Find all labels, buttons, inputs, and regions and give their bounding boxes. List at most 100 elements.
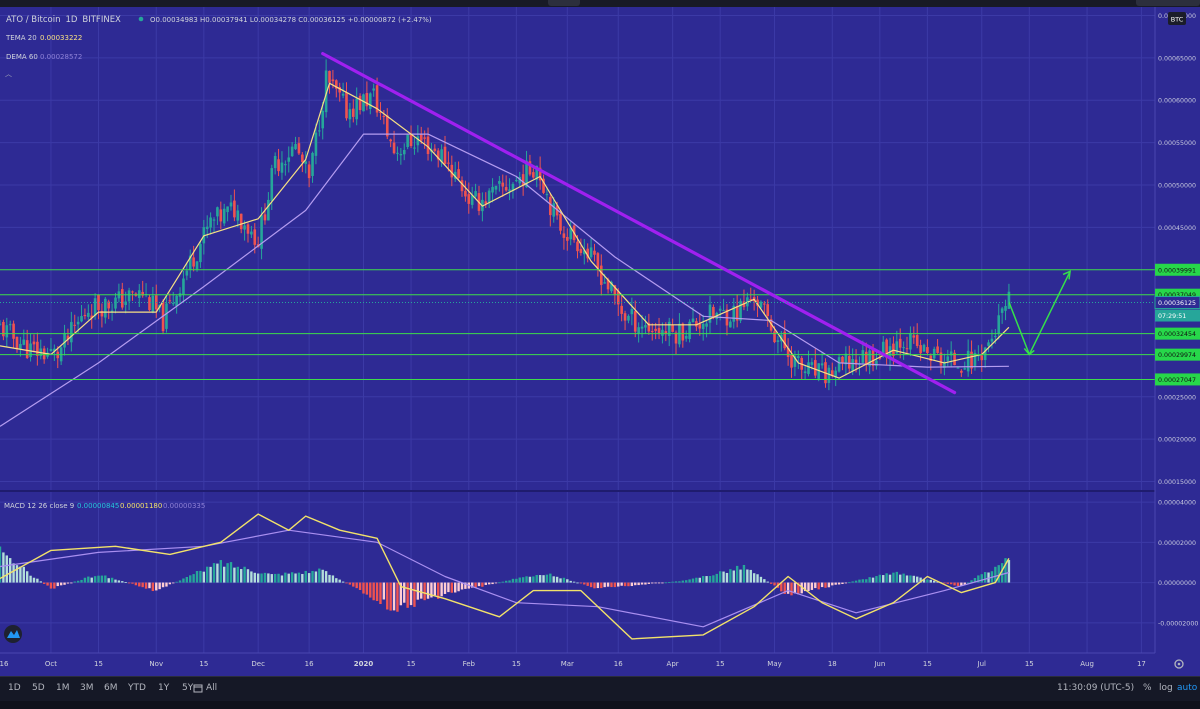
candle-body — [379, 111, 382, 113]
chart-canvas[interactable]: 0.000700000.000650000.000600000.00055000… — [0, 7, 1200, 676]
timeframe-3m[interactable]: 3M — [80, 683, 94, 693]
pane-separator[interactable] — [0, 490, 1155, 492]
macd-histogram-bar — [678, 581, 681, 583]
macd-histogram-bar — [725, 572, 729, 583]
macd-histogram-bar — [752, 573, 756, 583]
axis-labels: 0.000700000.000650000.000600000.00055000… — [1154, 13, 1200, 627]
macd-histogram-bar — [63, 582, 66, 585]
currency-badge-label: BTC — [1171, 16, 1184, 24]
grid-lines — [0, 7, 1155, 653]
price-level-badge — [1154, 296, 1200, 310]
macd-histogram-bar — [369, 582, 372, 598]
macd-histogram-bar — [674, 581, 678, 583]
macd-histogram-bar — [474, 582, 477, 588]
macd-histogram-bar — [314, 571, 318, 583]
macd-histogram-bar — [97, 575, 100, 583]
gear-icon[interactable] — [1174, 659, 1184, 669]
candle-body — [569, 228, 573, 240]
timeframe-5y[interactable]: 5Y — [182, 683, 194, 693]
macd-histogram-bar — [837, 582, 841, 585]
candle-body — [423, 137, 426, 139]
candle-body — [864, 351, 868, 365]
macd-legend-label[interactable]: MACD 12 26 close 9 — [4, 502, 74, 510]
auto-toggle[interactable]: auto — [1177, 683, 1198, 693]
percent-toggle[interactable]: % — [1143, 683, 1152, 693]
candle-body — [542, 178, 545, 193]
projection-arrow-mid — [1023, 347, 1035, 356]
macd-histogram-bar — [202, 571, 206, 583]
candle-body — [861, 350, 865, 363]
chevron-up-icon[interactable]: ︿ — [5, 70, 12, 78]
date-range-icon[interactable] — [193, 677, 203, 699]
macd-histogram-bar — [919, 577, 922, 583]
candle-body — [885, 339, 888, 358]
macd-histogram-bar — [121, 581, 124, 583]
candle-body — [776, 340, 780, 342]
candle-body — [226, 206, 229, 213]
timeframe-6m[interactable]: 6M — [104, 683, 118, 693]
candle-body — [504, 187, 508, 191]
macd-histogram-bar — [80, 579, 83, 583]
timeframe-1m[interactable]: 1M — [56, 683, 70, 693]
candle-body — [671, 325, 674, 332]
candle-body — [270, 168, 274, 201]
candle-body — [29, 343, 32, 358]
candle-body — [644, 325, 647, 328]
top-grip-handle[interactable] — [548, 0, 580, 6]
macd-histogram-bar — [335, 578, 338, 583]
candle-body — [980, 355, 984, 361]
clock-readout[interactable]: 11:30:09 (UTC-5) — [1057, 683, 1135, 693]
candle-body — [729, 321, 732, 328]
macd-histogram-bar — [987, 572, 990, 583]
macd-histogram-bar — [576, 582, 579, 584]
time-axis[interactable] — [0, 653, 1200, 676]
candle-body — [63, 332, 66, 348]
timeframe-1d[interactable]: 1D — [8, 683, 21, 693]
macd-histogram-bar — [501, 581, 504, 583]
macd-histogram-bar — [868, 577, 871, 583]
candle-body — [263, 214, 267, 221]
macd-histogram-bar — [606, 582, 610, 587]
candle-body — [188, 255, 192, 270]
candle-body — [76, 321, 80, 325]
candle-body — [803, 371, 807, 374]
candle-body — [107, 301, 111, 309]
macd-tick-label: 0.00002000 — [1158, 540, 1196, 547]
currency-badge[interactable] — [1168, 12, 1186, 25]
bottom-strip — [0, 701, 1200, 709]
candle-body — [854, 359, 858, 365]
timeframe-5d[interactable]: 5D — [32, 683, 45, 693]
candle-body — [239, 213, 243, 230]
timeframe-all[interactable]: All — [206, 683, 218, 693]
macd-histogram-bar — [226, 563, 229, 583]
macd-histogram-bar — [980, 574, 983, 583]
candle-body — [552, 203, 556, 217]
tema-legend-label[interactable]: TEMA 20 — [5, 34, 37, 42]
macd-histogram-bar — [790, 582, 793, 596]
macd-histogram-bar — [148, 582, 151, 589]
timeframe-1y[interactable]: 1Y — [158, 683, 170, 693]
macd-histogram-bar — [328, 574, 331, 583]
top-right-handle[interactable] — [1136, 0, 1200, 6]
timeframe-ytd[interactable]: YTD — [128, 683, 146, 693]
macd-histogram-bar — [345, 582, 348, 584]
macd-histogram-bar — [49, 582, 53, 589]
macd-histogram-bar — [572, 581, 576, 583]
macd-histogram-bar — [875, 576, 878, 583]
log-toggle[interactable]: log — [1159, 683, 1173, 693]
macd-histogram-bar — [861, 579, 865, 583]
dema-legend-label[interactable]: DEMA 60 — [6, 53, 38, 61]
macd-histogram-bar — [634, 582, 637, 586]
gear-icon-center — [1177, 662, 1181, 666]
candle-body — [83, 314, 87, 317]
candle-body — [73, 324, 77, 326]
macd-histogram-bar — [518, 577, 521, 583]
macd-histogram-bar — [341, 581, 345, 583]
candle-body — [688, 321, 691, 340]
macd-histogram-bar — [766, 581, 769, 583]
candle-body — [766, 304, 770, 316]
macd-histogram-bar — [484, 582, 487, 585]
macd-histogram-bar — [0, 546, 2, 583]
candle-body — [2, 321, 5, 337]
candle-body — [501, 182, 505, 187]
